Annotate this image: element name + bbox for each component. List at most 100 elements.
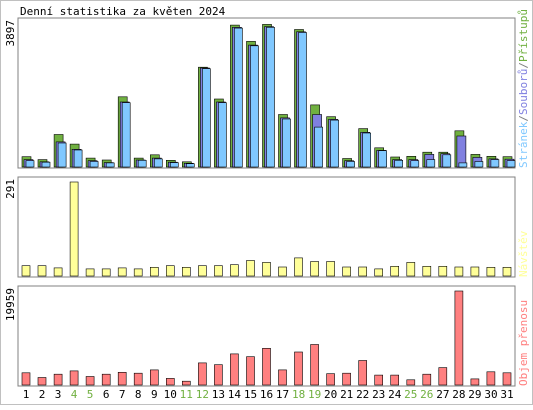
bar-traffic-1 — [21, 372, 31, 386]
bar-traffic-13 — [214, 364, 223, 386]
bar-visits-22 — [358, 266, 368, 277]
bar-str-nek-8 — [137, 160, 147, 168]
y-max-label: 3897 — [4, 20, 17, 47]
bar-traffic-7 — [117, 371, 127, 386]
x-tick-label: 22 — [356, 388, 369, 401]
panel-frame — [17, 17, 516, 169]
chart-panel-2: 291 Návštěv — [4, 176, 530, 278]
bar-traffic-5 — [85, 376, 95, 386]
bar-visits-19 — [310, 261, 319, 277]
x-tick-label: 23 — [372, 388, 385, 401]
bar-str-nek-28 — [458, 162, 468, 168]
x-tick-label: 3 — [55, 388, 62, 401]
legend-entry: Souborů — [517, 69, 530, 115]
panel-frame — [17, 285, 516, 387]
x-tick-label: 21 — [340, 388, 353, 401]
bar-traffic-25 — [406, 379, 416, 386]
bar-traffic-28 — [454, 290, 464, 386]
bar-traffic-20 — [326, 373, 335, 386]
bar-visits-16 — [262, 262, 271, 277]
bar-traffic-22 — [358, 360, 368, 386]
chart-title: Denní statistika za květen 2024 — [20, 5, 226, 18]
x-tick-label: 14 — [228, 388, 242, 401]
bar-traffic-19 — [310, 344, 319, 386]
bar-traffic-31 — [502, 372, 512, 386]
bar-visits-29 — [470, 266, 480, 277]
bar-str-nek-30 — [490, 159, 500, 168]
bar-str-nek-13 — [218, 102, 227, 168]
bar-visits-7 — [117, 267, 127, 277]
bar-traffic-17 — [278, 369, 287, 386]
bar-visits-10 — [166, 265, 175, 277]
x-tick-label: 12 — [196, 388, 209, 401]
x-tick-label: 10 — [164, 388, 177, 401]
bar-str-nek-1 — [25, 160, 35, 168]
bar-visits-13 — [214, 265, 223, 277]
legend: Objem přenosu — [517, 300, 530, 386]
x-tick-label: 27 — [436, 388, 449, 401]
bar-visits-3 — [53, 267, 63, 277]
x-tick-label: 17 — [276, 388, 289, 401]
bar-str-nek-16 — [266, 26, 275, 168]
bar-visits-14 — [230, 264, 239, 277]
x-tick-label: 11 — [180, 388, 193, 401]
x-tick-label: 1 — [23, 388, 30, 401]
x-tick-label: 8 — [135, 388, 142, 401]
x-tick-label: 19 — [308, 388, 321, 401]
bar-visits-2 — [37, 265, 47, 277]
legend: Návštěv — [517, 230, 530, 277]
bar-str-nek-11 — [186, 163, 195, 168]
bar-str-nek-29 — [474, 161, 484, 168]
bar-visits-27 — [438, 265, 448, 277]
bar-str-nek-23 — [378, 150, 388, 168]
x-tick-label: 7 — [119, 388, 126, 401]
x-tick-label: 13 — [212, 388, 225, 401]
bar-str-nek-10 — [170, 162, 179, 168]
bar-traffic-2 — [37, 377, 47, 386]
legend-separator: / — [517, 62, 530, 69]
bar-traffic-16 — [262, 347, 271, 386]
bar-visits-30 — [486, 266, 496, 277]
x-tick-label: 25 — [404, 388, 417, 401]
x-tick-label: 24 — [388, 388, 402, 401]
bar-str-nek-2 — [41, 161, 51, 168]
bar-str-nek-20 — [330, 119, 339, 168]
x-tick-label: 5 — [87, 388, 94, 401]
bar-str-nek-22 — [362, 132, 372, 168]
bar-visits-18 — [294, 257, 303, 277]
bar-traffic-26 — [422, 373, 432, 386]
bar-visits-5 — [85, 268, 95, 277]
bar-visits-1 — [21, 265, 31, 277]
bar-traffic-10 — [166, 378, 175, 386]
bar-traffic-14 — [230, 353, 239, 386]
bar-visits-6 — [101, 268, 111, 277]
bar-str-nek-21 — [346, 161, 355, 168]
x-tick-label: 30 — [484, 388, 497, 401]
bar-traffic-11 — [182, 380, 191, 386]
x-axis-labels: 1 2 3 4 5 6 7 8 9 10 11 12 13 14 15 16 17 18 19 20 21 22 23 24 2… — [23, 388, 514, 401]
x-tick-label: 26 — [420, 388, 433, 401]
legend-entry: Návštěv — [517, 230, 530, 277]
bar-traffic-23 — [374, 374, 384, 386]
x-tick-label: 2 — [39, 388, 46, 401]
bar-traffic-3 — [53, 373, 63, 386]
bar-visits-8 — [133, 268, 143, 277]
legend-entry: Přístupů — [517, 9, 530, 62]
bar-str-nek-25 — [410, 160, 420, 168]
legend-entry: Objem přenosu — [517, 300, 530, 386]
x-tick-label: 28 — [452, 388, 465, 401]
bar-visits-9 — [150, 266, 159, 277]
bar-traffic-27 — [438, 367, 448, 386]
bar-visits-12 — [198, 265, 207, 277]
bar-traffic-6 — [101, 373, 111, 386]
bar-traffic-18 — [294, 351, 303, 386]
chart-panel-3: 19959 Objem přenosu — [4, 285, 530, 387]
bar-str-nek-19 — [314, 126, 323, 168]
x-tick-label: 18 — [292, 388, 305, 401]
bar-str-nek-26 — [426, 159, 436, 168]
bar-visits-15 — [246, 260, 255, 277]
x-tick-label: 16 — [260, 388, 273, 401]
bar-str-nek-17 — [282, 118, 291, 168]
